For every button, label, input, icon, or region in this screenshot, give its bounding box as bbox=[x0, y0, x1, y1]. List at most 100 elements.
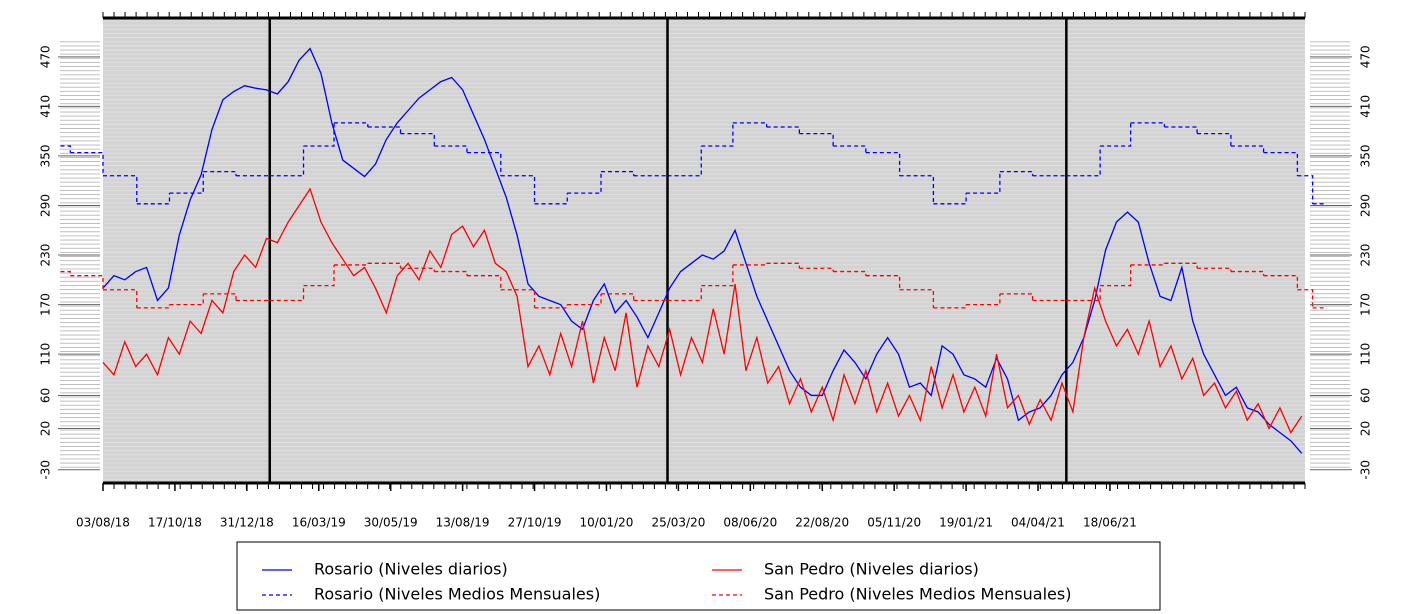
y-tick-label: 470 bbox=[39, 45, 53, 68]
monthly-step bbox=[400, 267, 435, 272]
x-tick-label: 04/04/21 bbox=[1011, 516, 1065, 530]
y-tick-label: 350 bbox=[39, 144, 53, 167]
y-tick-label: 20 bbox=[39, 421, 53, 436]
monthly-step bbox=[103, 175, 138, 204]
monthly-step bbox=[1297, 175, 1314, 204]
monthly-step bbox=[799, 132, 834, 147]
monthly-step bbox=[1164, 126, 1198, 134]
monthly-step bbox=[466, 275, 502, 290]
monthly-step bbox=[766, 262, 801, 269]
monthly-step bbox=[833, 145, 867, 153]
x-tick-label: 08/06/20 bbox=[723, 516, 777, 530]
legend-label: Rosario (Niveles Medios Mensuales) bbox=[314, 585, 600, 604]
x-tick-label: 16/03/19 bbox=[292, 516, 346, 530]
axes: 03/08/18 17/10/18 31/12/18 16/03/19 30/05/19… bbox=[39, 12, 1373, 530]
daily-line bbox=[102, 187, 1303, 434]
monthly-step bbox=[303, 264, 335, 287]
y-tick-label: 110 bbox=[39, 343, 53, 366]
monthly-step bbox=[601, 293, 635, 301]
monthly-step bbox=[601, 170, 635, 176]
monthly-step bbox=[799, 267, 834, 272]
monthly-step bbox=[999, 170, 1034, 176]
monthly-step bbox=[899, 289, 935, 308]
monthly-step bbox=[367, 262, 402, 269]
y-tick-label: 170 bbox=[1359, 293, 1373, 316]
legend-label: San Pedro (Niveles diarios) bbox=[764, 560, 979, 579]
monthly-step bbox=[534, 304, 568, 309]
y-tick-label: 410 bbox=[39, 95, 53, 118]
monthly-step bbox=[70, 151, 104, 176]
y-tick-label: 350 bbox=[1359, 144, 1373, 167]
y-tick-label: 170 bbox=[39, 293, 53, 316]
monthly-step bbox=[203, 293, 237, 301]
monthly-step bbox=[766, 126, 801, 134]
monthly-step bbox=[334, 122, 369, 128]
monthly-step bbox=[434, 270, 468, 276]
y-tick-label: -30 bbox=[39, 460, 53, 480]
monthly-step bbox=[534, 193, 568, 205]
monthly-step bbox=[70, 275, 104, 290]
monthly-step bbox=[701, 122, 734, 147]
monthly-step bbox=[103, 289, 138, 308]
monthly-step bbox=[303, 122, 335, 147]
monthly-step bbox=[1100, 264, 1132, 287]
monthly-step bbox=[136, 193, 171, 205]
x-tick-label: 03/08/18 bbox=[76, 516, 130, 530]
monthly-step bbox=[1263, 275, 1299, 290]
x-tick-label: 10/01/20 bbox=[580, 516, 634, 530]
y-tick-label: 20 bbox=[1359, 421, 1373, 436]
monthly-step bbox=[1230, 145, 1265, 153]
y-tick-label: 230 bbox=[39, 244, 53, 267]
legend-label: Rosario (Niveles diarios) bbox=[314, 560, 508, 579]
monthly-step bbox=[269, 285, 305, 302]
monthly-step bbox=[1263, 151, 1299, 176]
daily-line bbox=[102, 47, 1303, 454]
monthly-step bbox=[400, 132, 435, 147]
monthly-step bbox=[1197, 267, 1232, 272]
y-tick-label: 110 bbox=[1359, 343, 1373, 366]
monthly-step bbox=[500, 175, 536, 204]
monthly-step bbox=[1164, 262, 1198, 269]
y-tick-label: 410 bbox=[1359, 95, 1373, 118]
x-tick-label: 27/10/19 bbox=[508, 516, 562, 530]
x-tick-label: 18/06/21 bbox=[1083, 516, 1137, 530]
monthly-step bbox=[60, 270, 71, 276]
monthly-step bbox=[1230, 270, 1265, 276]
x-tick-label: 05/11/20 bbox=[867, 516, 921, 530]
monthly-step bbox=[899, 175, 935, 204]
monthly-step bbox=[203, 170, 237, 176]
x-tick-label: 22/08/20 bbox=[795, 516, 849, 530]
monthly-step bbox=[434, 145, 468, 153]
monthly-step bbox=[367, 126, 402, 134]
x-tick-label: 17/10/18 bbox=[148, 516, 202, 530]
y-tick-label: 230 bbox=[1359, 244, 1373, 267]
monthly-step bbox=[865, 151, 901, 176]
x-tick-label: 30/05/19 bbox=[364, 516, 418, 530]
y-tick-label: 60 bbox=[1359, 388, 1373, 403]
monthly-step bbox=[1197, 132, 1232, 147]
monthly-step bbox=[667, 285, 702, 302]
monthly-step bbox=[999, 293, 1034, 301]
legend: Rosario (Niveles diarios) Rosario (Nivele… bbox=[262, 560, 1071, 604]
monthly-step bbox=[732, 122, 768, 128]
x-tick-label: 13/08/19 bbox=[436, 516, 490, 530]
monthly-step bbox=[136, 304, 171, 309]
monthly-step bbox=[701, 264, 734, 287]
plot-marks bbox=[60, 18, 1325, 483]
monthly-step bbox=[1130, 122, 1166, 128]
y-tick-label: 470 bbox=[1359, 45, 1373, 68]
y-tick-label: -30 bbox=[1359, 460, 1373, 480]
x-tick-label: 19/01/21 bbox=[939, 516, 993, 530]
monthly-step bbox=[833, 270, 867, 276]
y-tick-label: 290 bbox=[39, 194, 53, 217]
y-tick-label: 290 bbox=[1359, 194, 1373, 217]
monthly-step bbox=[1297, 289, 1314, 308]
x-tick-label: 25/03/20 bbox=[651, 516, 705, 530]
plot-background bbox=[103, 18, 1305, 483]
legend-label: San Pedro (Niveles Medios Mensuales) bbox=[764, 585, 1071, 604]
legend-box bbox=[236, 541, 1161, 611]
monthly-step bbox=[466, 151, 502, 176]
monthly-step bbox=[865, 275, 901, 290]
monthly-step bbox=[60, 145, 71, 153]
